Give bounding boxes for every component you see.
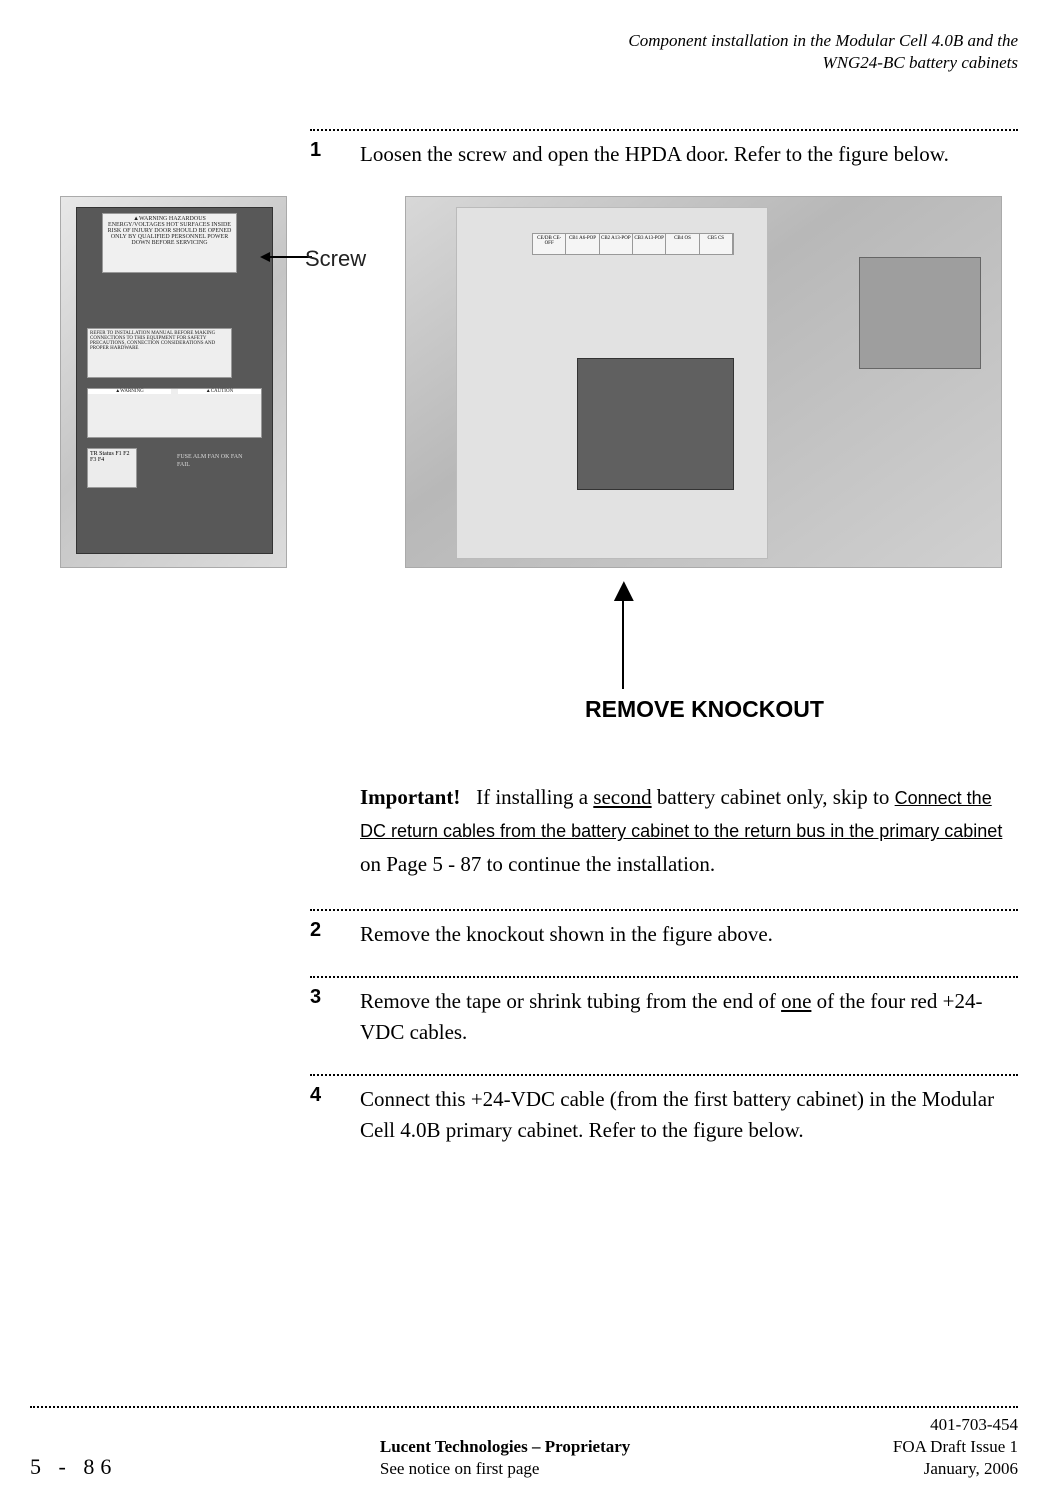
rule [310,1074,1018,1076]
pcb [577,358,734,490]
header-line2: WNG24-BC battery cabinets [823,53,1018,72]
inner-plate: CE/DB CE-OFF CB1 A6-POP CB2 A13-POP CB3 … [456,207,768,559]
important-text-c: on Page 5 - 87 to continue the installat… [360,852,715,876]
step-1-number: 1 [310,139,360,171]
page-number: 5 - 86 [30,1454,117,1480]
step-3-text: Remove the tape or shrink tubing from th… [360,986,1018,1049]
knockout-arrow-line [622,594,624,689]
important-underlined: second [593,785,651,809]
fuse-block: TR Status F1 F2 F3 F4 [87,448,137,488]
rule [310,976,1018,978]
rule [310,129,1018,131]
step-3-number: 3 [310,986,360,1049]
knockout-label: REMOVE KNOCKOUT [585,696,824,723]
footer-right: 401-703-454 FOA Draft Issue 1 January, 2… [893,1414,1018,1480]
warning-label-mid: REFER TO INSTALLATION MANUAL BEFORE MAKI… [87,328,232,378]
important-lead: Important! [360,785,460,809]
footer-center: Lucent Technologies – Proprietary See no… [380,1436,630,1480]
led-block: FUSE ALM FAN OK FAN FAIL [177,453,247,488]
footer: 5 - 86 Lucent Technologies – Proprietary… [30,1414,1018,1480]
step-4-text: Connect this +24-VDC cable (from the fir… [360,1084,1018,1147]
photo-left: ▲WARNING HAZARDOUS ENERGY/VOLTAGES HOT S… [60,196,287,568]
doc-issue: FOA Draft Issue 1 [893,1437,1018,1456]
figure: ▲WARNING HAZARDOUS ENERGY/VOLTAGES HOT S… [30,196,1018,736]
step-3: 3 Remove the tape or shrink tubing from … [310,986,1018,1049]
footer-proprietary: Lucent Technologies – Proprietary [380,1437,630,1456]
step-1-text: Loosen the screw and open the HPDA door.… [360,139,949,171]
step-2: 2 Remove the knockout shown in the figur… [310,919,1018,951]
step-1: 1 Loosen the screw and open the HPDA doo… [310,139,1018,171]
doc-date: January, 2006 [924,1459,1018,1478]
important-text-b: battery cabinet only, skip to [652,785,895,809]
panel: ▲WARNING HAZARDOUS ENERGY/VOLTAGES HOT S… [76,207,273,554]
right-block [859,257,981,369]
footer-rule [30,1406,1018,1408]
doc-number: 401-703-454 [930,1415,1018,1434]
page-header: Component installation in the Modular Ce… [30,30,1018,74]
content-area: 1 Loosen the screw and open the HPDA doo… [310,129,1018,1406]
header-line1: Component installation in the Modular Ce… [628,31,1018,50]
important-note: Important! If installing a second batter… [360,781,1018,882]
step-2-number: 2 [310,919,360,951]
important-text-a: If installing a [476,785,593,809]
warning-label-top: ▲WARNING HAZARDOUS ENERGY/VOLTAGES HOT S… [102,213,237,273]
warning-label-bottom: ▲WARNING ▲CAUTION [87,388,262,438]
screw-label: Screw [305,246,366,272]
cb-strip: CE/DB CE-OFF CB1 A6-POP CB2 A13-POP CB3 … [532,233,734,255]
photo-right: CE/DB CE-OFF CB1 A6-POP CB2 A13-POP CB3 … [405,196,1002,568]
step-2-text: Remove the knockout shown in the figure … [360,919,773,951]
step-4-number: 4 [310,1084,360,1147]
footer-notice: See notice on first page [380,1459,540,1478]
rule [310,909,1018,911]
step-4: 4 Connect this +24-VDC cable (from the f… [310,1084,1018,1147]
